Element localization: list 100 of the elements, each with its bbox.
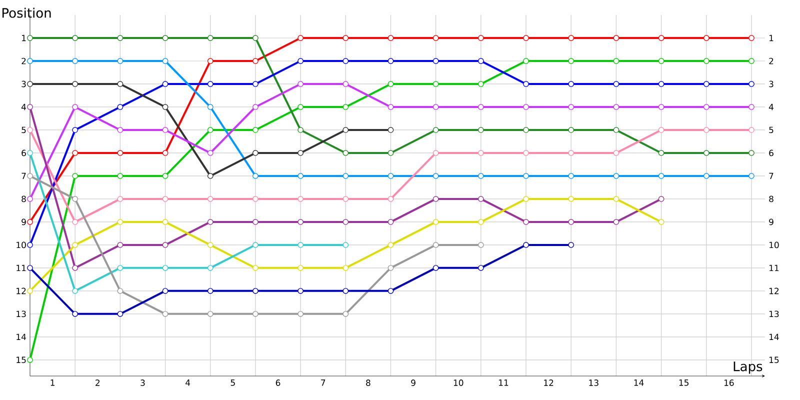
x-tick-label: 15: [679, 380, 688, 386]
point: [432, 150, 439, 156]
point: [658, 219, 664, 225]
point: [252, 288, 258, 294]
point: [27, 173, 33, 179]
point: [613, 150, 620, 156]
point: [658, 127, 664, 133]
y-tick-label: 5: [22, 126, 26, 134]
point: [207, 35, 214, 41]
y-tick-label: 12: [16, 288, 26, 294]
point: [568, 150, 574, 156]
point: [658, 196, 664, 202]
x-tick-label: 8: [366, 380, 370, 386]
point: [432, 242, 439, 248]
point: [432, 35, 439, 41]
point: [207, 173, 214, 179]
point: [298, 242, 304, 248]
point: [72, 150, 78, 156]
point: [478, 58, 484, 64]
point: [298, 264, 304, 271]
point: [162, 81, 168, 87]
point: [748, 81, 754, 87]
point: [658, 173, 664, 179]
point: [432, 264, 439, 271]
x-tick-label: 11: [499, 380, 508, 386]
point: [117, 127, 124, 133]
point: [252, 310, 258, 317]
point: [207, 58, 214, 64]
point: [117, 196, 124, 202]
point: [478, 219, 484, 225]
point: [72, 58, 78, 64]
x-tick-label: 13: [589, 380, 598, 386]
point: [207, 104, 214, 110]
point: [117, 264, 124, 271]
point: [252, 81, 258, 87]
point: [478, 264, 484, 271]
point: [748, 150, 754, 156]
point: [388, 242, 394, 248]
point: [703, 104, 710, 110]
point: [162, 150, 168, 156]
point: [27, 288, 33, 294]
point: [342, 127, 349, 133]
point: [342, 196, 349, 202]
y2-tick-label: 6: [769, 150, 774, 156]
point: [72, 196, 78, 202]
point: [207, 150, 214, 156]
x-tick-label: 2: [96, 380, 100, 386]
point: [523, 219, 529, 225]
point: [523, 150, 529, 156]
point: [432, 81, 439, 87]
point: [432, 58, 439, 64]
point: [207, 81, 214, 87]
point: [523, 196, 529, 202]
point: [162, 35, 168, 41]
point: [207, 219, 214, 225]
point: [523, 173, 529, 179]
point: [342, 150, 349, 156]
point: [117, 35, 124, 41]
point: [568, 104, 574, 110]
point: [478, 242, 484, 248]
point: [72, 219, 78, 225]
point: [27, 104, 33, 110]
point: [568, 196, 574, 202]
point: [568, 173, 574, 179]
point: [162, 242, 168, 248]
point: [27, 219, 33, 225]
point: [432, 127, 439, 133]
point: [748, 173, 754, 179]
point: [613, 58, 620, 64]
point: [342, 242, 349, 248]
point: [72, 173, 78, 179]
point: [72, 288, 78, 294]
point: [117, 310, 124, 317]
point: [568, 81, 574, 87]
point: [117, 173, 124, 179]
point: [748, 35, 754, 41]
point: [613, 173, 620, 179]
y-tick-label: 11: [16, 264, 26, 272]
point: [72, 264, 78, 271]
point: [613, 81, 620, 87]
point: [117, 104, 124, 110]
y2-tick-label: 15: [769, 356, 779, 364]
point: [207, 264, 214, 271]
y2-tick-label: 3: [769, 80, 774, 88]
y2-tick-label: 2: [769, 58, 774, 64]
point: [523, 127, 529, 133]
point: [117, 150, 124, 156]
point: [432, 196, 439, 202]
point: [478, 104, 484, 110]
point: [27, 150, 33, 156]
point: [478, 173, 484, 179]
y-tick-label: 4: [21, 104, 26, 110]
point: [523, 242, 529, 248]
point: [613, 104, 620, 110]
point: [162, 310, 168, 317]
y2-tick-label: 5: [769, 126, 774, 134]
point: [162, 219, 168, 225]
point: [252, 196, 258, 202]
point: [162, 127, 168, 133]
point: [748, 58, 754, 64]
